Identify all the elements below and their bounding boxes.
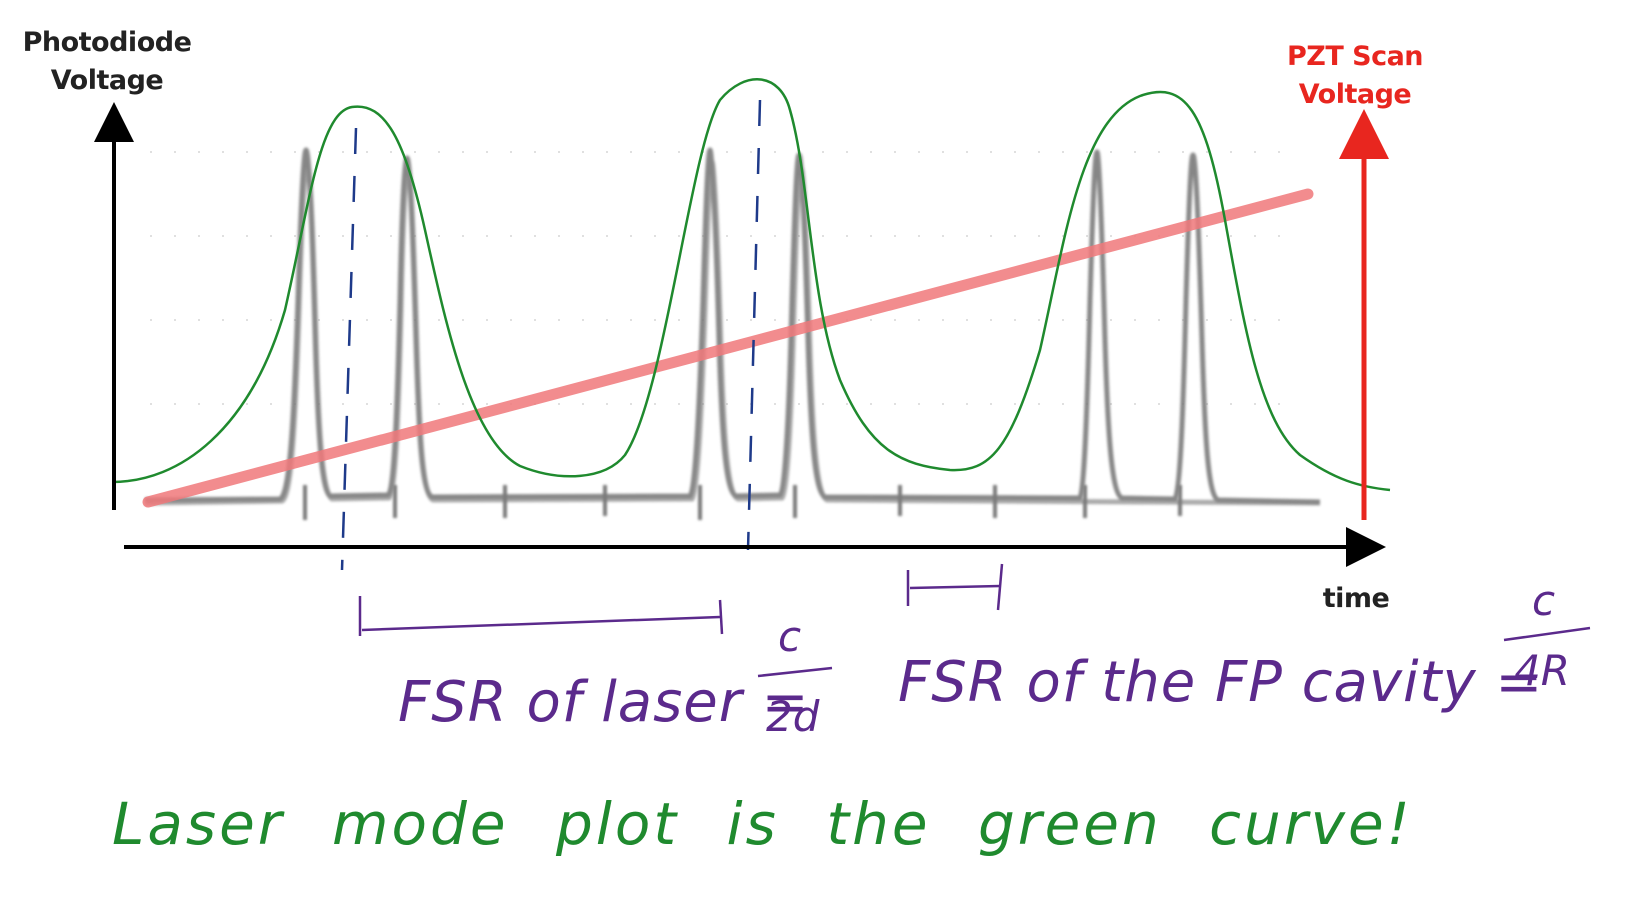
photodiode-voltage-label: Photodiode Voltage [22, 27, 192, 96]
fsr-fp-bracket [906, 563, 1004, 611]
fsr-fp-cavity-text: FSR of the FP cavity = [898, 650, 1544, 715]
trace-noise-ticks [303, 485, 1182, 520]
pzt-ramp-line [142, 188, 1314, 508]
laser-mode-curve [111, 78, 1391, 492]
photodiode-trace [144, 147, 1321, 506]
mode-center-dashed-lines [340, 99, 762, 571]
fsr-laser-text: FSR of laser = [398, 670, 810, 735]
laser-mode-caption: Laser mode plot is the green curve! [112, 790, 1413, 858]
fsr-laser-numerator: c [778, 612, 802, 661]
fsr-laser-denominator: 2d [766, 692, 820, 741]
fsr-laser-bracket [358, 596, 724, 636]
scope-grid [150, 151, 1300, 405]
fsr-fp-numerator: c [1532, 576, 1556, 625]
fsr-fp-fraction-bar [1503, 626, 1591, 642]
time-label: time [1322, 583, 1390, 614]
pzt-scan-voltage-label: PZT Scan Voltage [1286, 41, 1424, 110]
fsr-fp-denominator: 4R [1514, 646, 1570, 695]
fsr-laser-fraction-bar [757, 666, 833, 678]
